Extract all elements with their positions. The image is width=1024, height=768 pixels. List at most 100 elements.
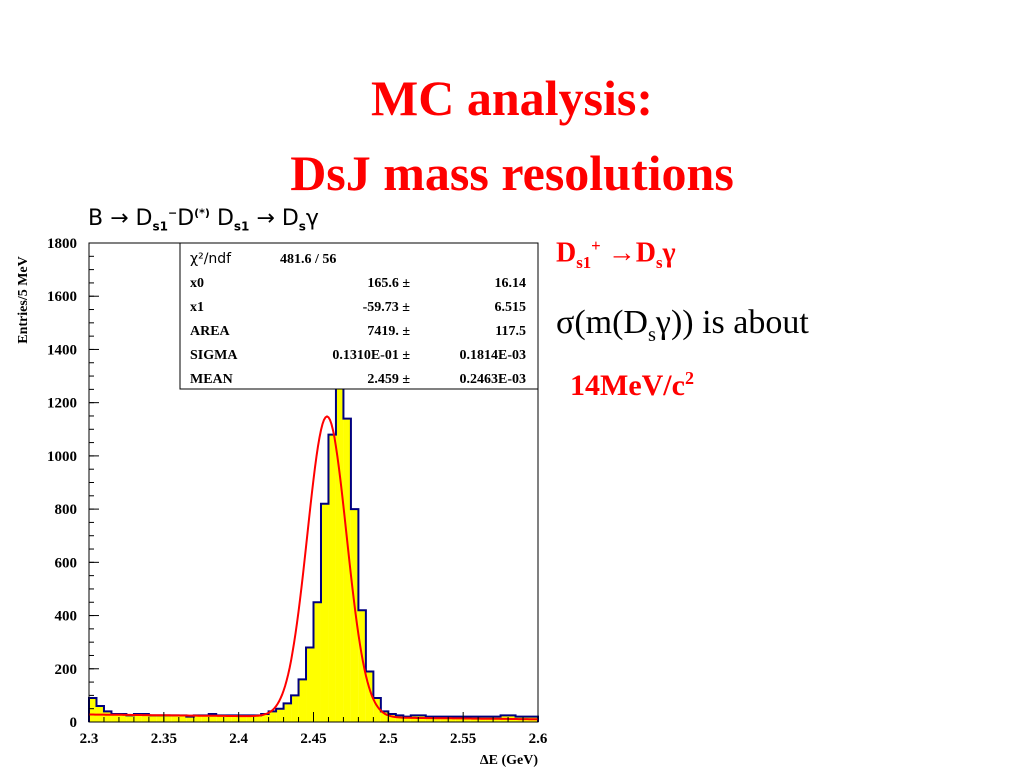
histogram-bar (118, 714, 127, 722)
stats-error: 117.5 (495, 324, 526, 339)
histogram-bar (291, 695, 299, 722)
arrow-icon: → (256, 206, 275, 231)
resolution-sub: s (647, 323, 656, 346)
histogram-bar (425, 716, 434, 722)
resolution-value: 14MeV/c2 (570, 368, 694, 403)
stats-label: x0 (190, 276, 204, 291)
stats-error: 0.2463E-03 (460, 372, 527, 387)
stats-label: AREA (190, 324, 231, 339)
slide-title-line2: DsJ mass resolutions (290, 145, 734, 201)
plot-heading: B → Ds1−D(*) Ds1 → Dsγ (88, 206, 319, 233)
histogram-bar (208, 714, 217, 722)
x-axis-label: ΔE (GeV) (480, 753, 538, 768)
histogram-bar (283, 703, 292, 722)
histogram-bar (261, 714, 269, 722)
resolution-text-b: γ)) is about (655, 304, 809, 341)
histogram-bar (223, 715, 232, 722)
x-tick-label: 2.45 (300, 731, 326, 747)
stats-value: -59.73 ± (363, 300, 411, 315)
histogram-bar (148, 715, 157, 722)
stats-value: 7419. ± (367, 324, 410, 339)
stats-value: 0.1310E-01 ± (332, 348, 410, 363)
histogram-bar (89, 698, 97, 722)
x-tick-label: 2.3 (80, 731, 99, 747)
decay-text: D (556, 237, 577, 269)
histogram-bar (328, 434, 336, 722)
histogram-bar (350, 509, 359, 722)
x-tick-label: 2.55 (450, 731, 476, 747)
plot-heading-sub: s1 (233, 219, 250, 234)
plot-heading-text: γ (305, 206, 319, 231)
histogram-bar (395, 715, 404, 722)
stats-value: 481.6 / 56 (280, 252, 336, 267)
x-tick-label: 2.4 (229, 731, 248, 747)
histogram-bar (380, 711, 389, 722)
histogram-bar (253, 715, 262, 722)
axes: 2.3 2.35 2.4 2.45 2.5 2.55 2.6 0 200 400 600 800 100… (47, 236, 548, 747)
plot-heading-text: D (274, 206, 299, 231)
decay-sub: s1 (576, 252, 592, 272)
histogram-bar (186, 716, 194, 722)
histogram-bar (343, 418, 351, 722)
y-tick-label: 1200 (47, 396, 77, 412)
histogram-bar (320, 503, 329, 722)
x-tick-label: 2.6 (529, 731, 548, 747)
histogram-bar (365, 671, 374, 722)
plot-heading-sub: s1 (152, 219, 168, 234)
histogram-bar (133, 714, 142, 722)
y-tick-label: 600 (55, 555, 78, 571)
plot-heading-sup: − (167, 206, 178, 220)
resolution-value-text: 14MeV/c (570, 369, 685, 402)
y-tick-label: 400 (55, 609, 78, 625)
histogram-bar (388, 714, 396, 722)
stats-box: χ²/ndf 481.6 / 56 x0 165.6 ± 16.14 x1 -59.73 ±… (179, 242, 539, 390)
plot-heading-text: B (88, 206, 111, 231)
plot-heading-text: D (128, 206, 153, 231)
plot-heading-text: D (209, 206, 234, 231)
histogram-bar (246, 715, 254, 722)
stats-error: 6.515 (495, 300, 527, 315)
histogram-bar (306, 647, 314, 722)
histogram-bar (335, 386, 344, 722)
histogram-bar (373, 698, 381, 722)
stats-value: 165.6 ± (367, 276, 410, 291)
histogram-bar (403, 716, 411, 722)
histogram-bar (440, 716, 449, 722)
histogram-bar (201, 715, 209, 722)
decay-text: γ (662, 237, 676, 269)
stats-label: χ²/ndf (190, 251, 232, 267)
resolution-text: σ(m(Dsγ)) is about (556, 304, 809, 347)
histogram-bar (156, 715, 164, 722)
histogram-bar (231, 715, 239, 722)
histogram-bar (111, 714, 119, 722)
histogram-bar (238, 715, 247, 722)
histogram-bar (163, 715, 172, 722)
stats-label: SIGMA (190, 348, 238, 363)
y-tick-label: 800 (55, 502, 78, 518)
histogram-bar (126, 715, 134, 722)
histogram-bar (433, 716, 441, 722)
y-tick-label: 1400 (47, 342, 77, 358)
histogram-bar (193, 715, 202, 722)
resolution-value-sup: 2 (684, 368, 694, 388)
arrow-icon: → (607, 237, 636, 269)
decay-text: D (635, 237, 656, 269)
stats-error: 16.14 (495, 276, 527, 291)
stats-label: x1 (190, 300, 204, 315)
y-tick-label: 1600 (47, 289, 77, 305)
y-tick-label: 200 (55, 662, 78, 678)
y-tick-label: 1800 (47, 236, 77, 252)
histogram-bar (313, 602, 321, 722)
x-tick-label: 2.5 (379, 731, 398, 747)
histogram-bar (276, 708, 284, 722)
plot-heading-sub: s (298, 219, 306, 234)
decay-sub: s (655, 252, 663, 272)
histogram-bars (89, 386, 538, 722)
stats-label: MEAN (190, 372, 233, 387)
decay-label: Ds1+ →Dsγ (556, 236, 676, 273)
y-tick-label: 0 (70, 715, 78, 731)
plot-heading-sup: (*) (194, 206, 210, 220)
decay-sup: + (591, 236, 601, 255)
resolution-text-a: σ(m(D (556, 304, 648, 341)
